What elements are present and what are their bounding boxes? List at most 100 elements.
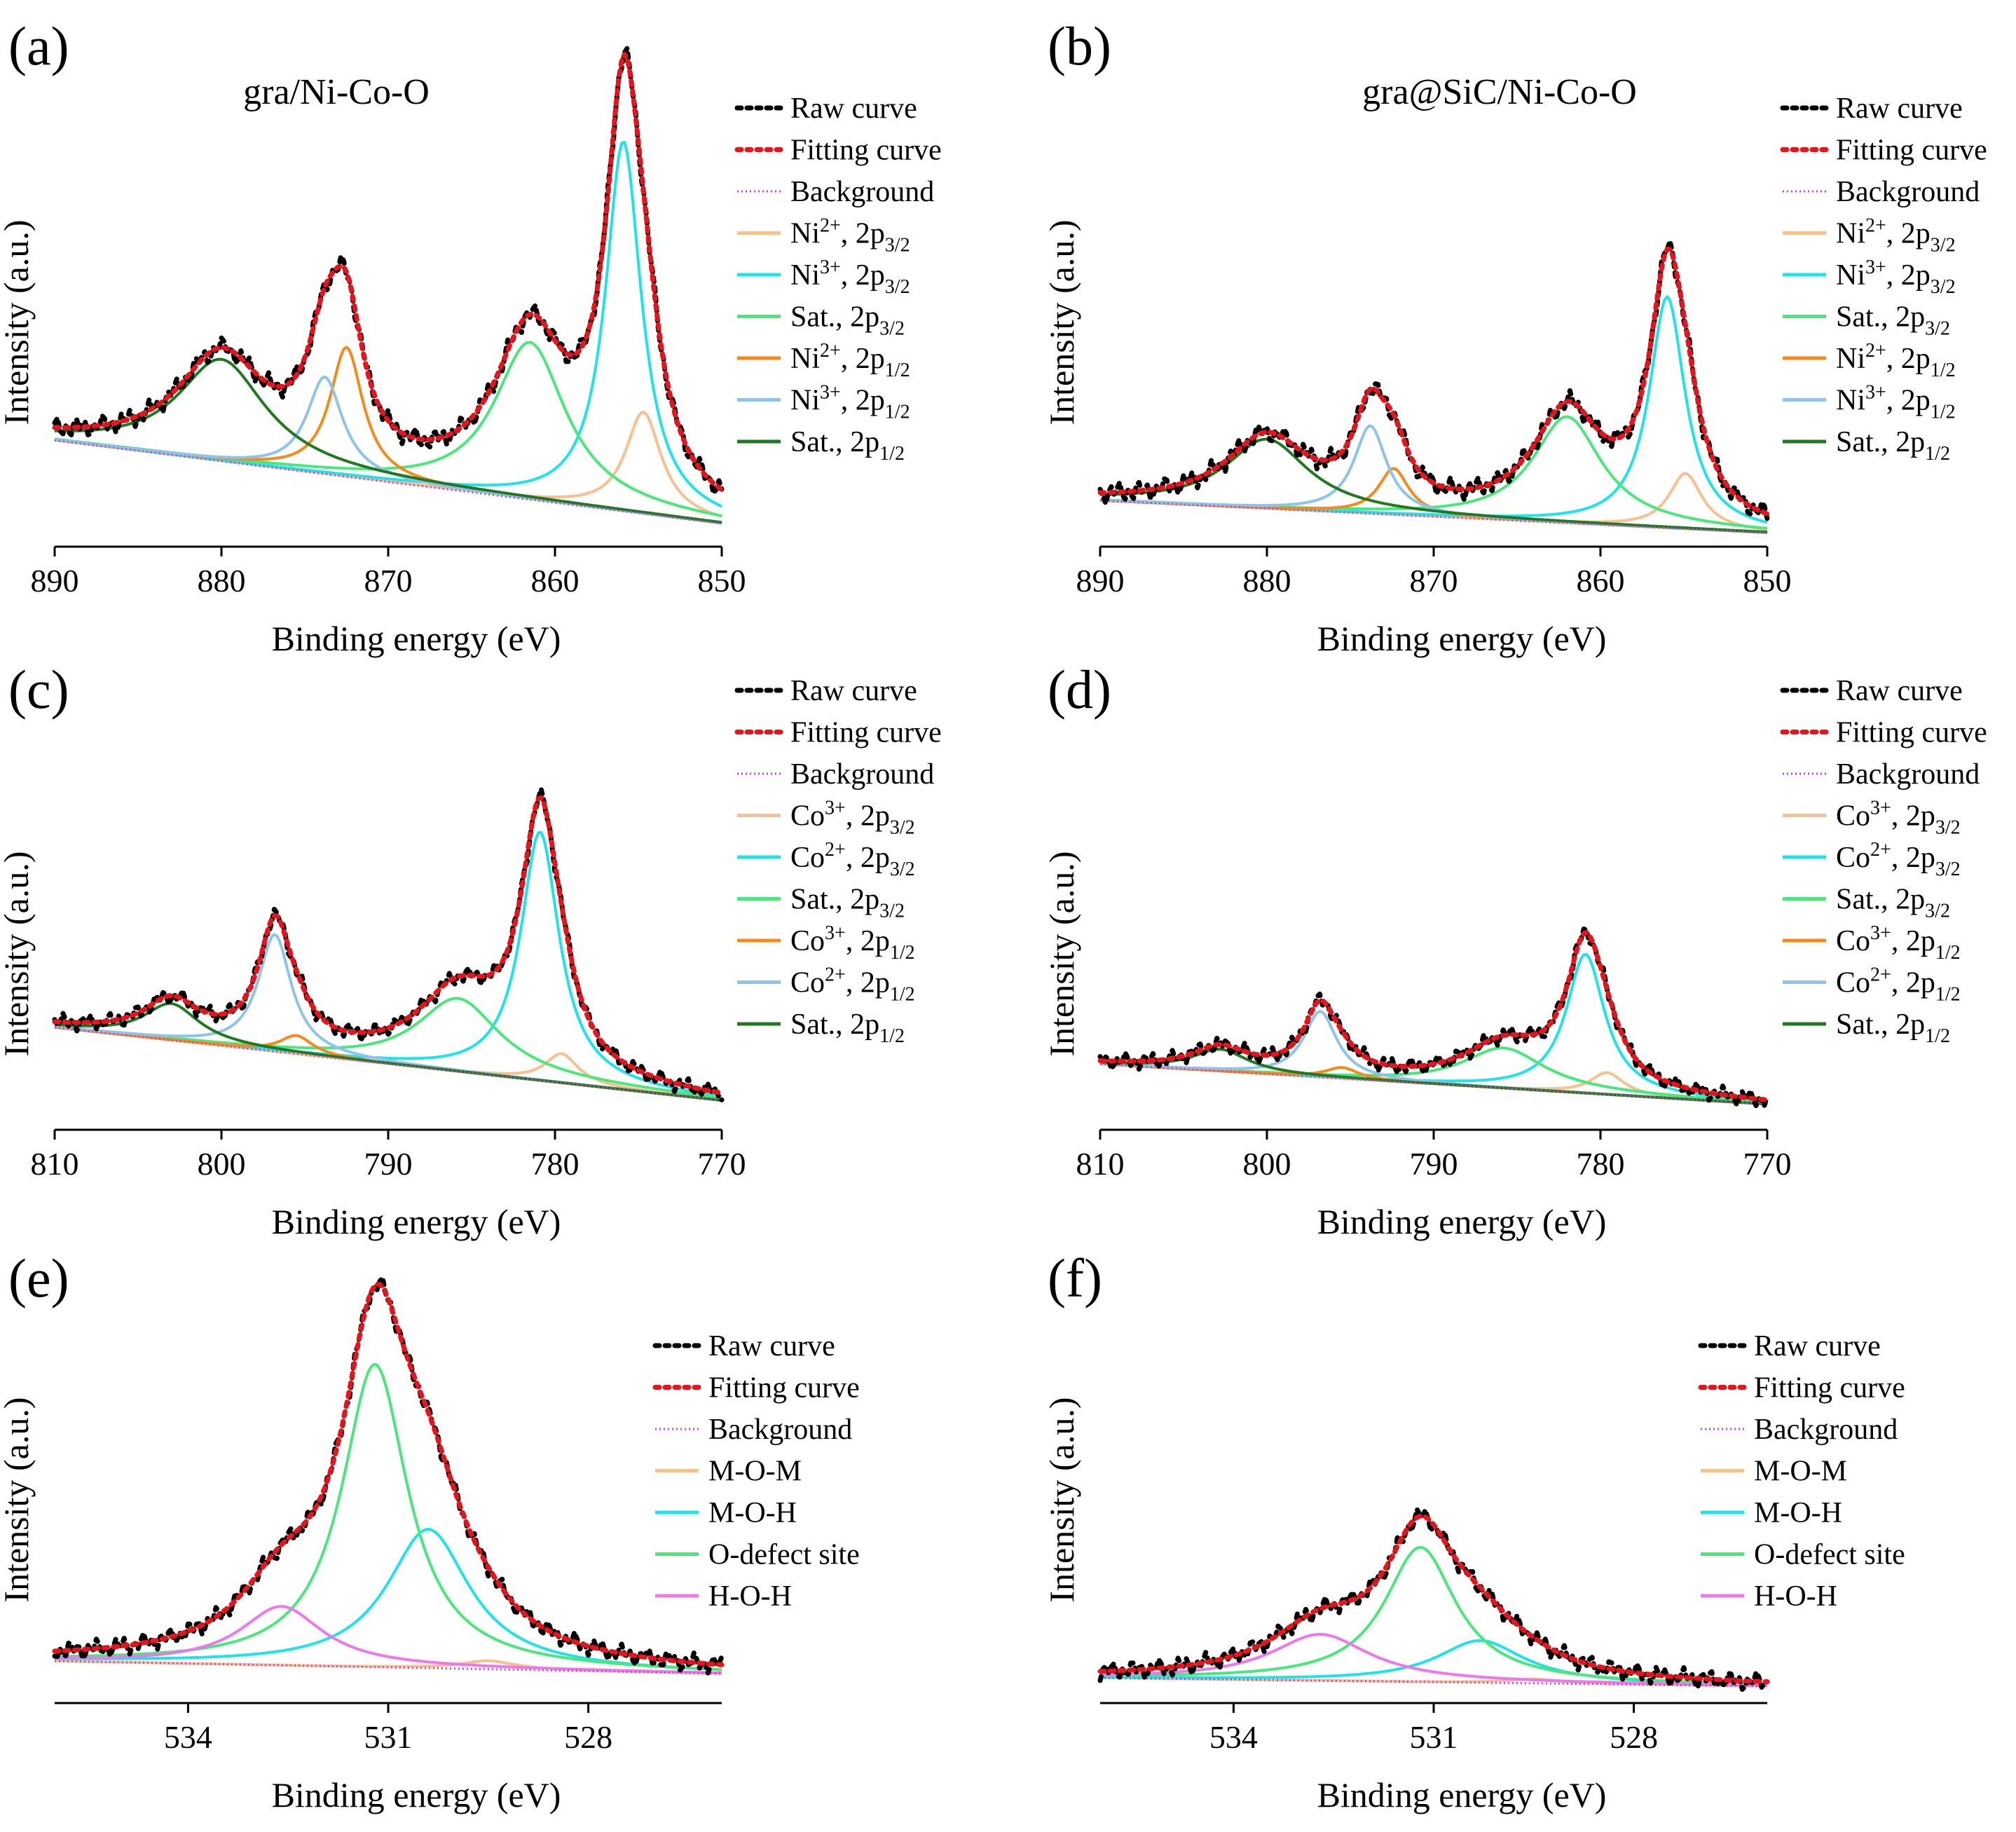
legend-label-d-6: Co3+, 2p1/2 (1836, 922, 1961, 964)
x-tick-label-a-1: 880 (198, 563, 246, 599)
legend-label-f-4: M-O-H (1754, 1497, 1842, 1529)
series-a-2 (54, 439, 722, 525)
legend-label-e-1: Fitting curve (708, 1372, 860, 1404)
x-tick-label-a-2: 870 (364, 563, 413, 599)
series-a-7 (54, 375, 722, 525)
series-a-0 (52, 46, 725, 496)
series-e-6 (55, 1605, 722, 1674)
x-axis-label-f: Binding energy (eV) (1317, 1775, 1607, 1814)
x-tick-label-d-1: 800 (1243, 1146, 1291, 1182)
legend-label-e-3: M-O-M (708, 1456, 802, 1488)
legend-label-e-6: H-O-H (708, 1580, 792, 1613)
y-axis-label-e: Intensity (a.u.) (0, 1397, 36, 1603)
series-a-5 (54, 341, 722, 518)
legend-label-f-6: H-O-H (1754, 1580, 1837, 1613)
series-e-2 (54, 1660, 722, 1675)
legend-label-b-0: Raw curve (1836, 93, 1963, 125)
legend-label-e-5: O-defect site (708, 1539, 860, 1571)
legend-label-c-0: Raw curve (790, 675, 917, 707)
legend-label-a-6: Ni2+, 2p1/2 (790, 340, 910, 381)
legend-label-a-8: Sat., 2p1/2 (790, 426, 905, 465)
panel-label-e: (e) (8, 1247, 69, 1308)
legend-label-d-4: Co2+, 2p3/2 (1836, 839, 1961, 880)
legend-label-f-0: Raw curve (1754, 1330, 1881, 1362)
x-tick-label-e-1: 531 (364, 1719, 413, 1755)
legend-label-b-1: Fitting curve (1836, 135, 1987, 167)
x-tick-label-d-4: 770 (1743, 1146, 1792, 1182)
legend-label-d-8: Sat., 2p1/2 (1836, 1009, 1950, 1047)
series-c-0 (52, 786, 725, 1102)
legend-label-e-2: Background (708, 1414, 852, 1446)
chart-panel-d: 810 800 790 780 770 Binding energy (eV) Intens… (1042, 659, 1987, 1241)
x-tick-label-d-0: 810 (1076, 1146, 1125, 1182)
y-axis-label-f: Intensity (a.u.) (1042, 1397, 1081, 1603)
series-a-1 (52, 51, 725, 493)
legend-c: Raw curve Fitting curve Background Co3+, 2p… (734, 675, 942, 1047)
legend-label-b-8: Sat., 2p1/2 (1836, 426, 1950, 465)
x-tick-label-c-1: 800 (198, 1146, 246, 1182)
legend-label-f-2: Background (1754, 1414, 1898, 1446)
chart-title-b: gra@SiC/Ni-Co-O (1362, 72, 1637, 112)
x-tick-label-c-0: 810 (31, 1146, 79, 1182)
x-tick-label-a-4: 850 (698, 563, 746, 599)
legend-label-d-5: Sat., 2p3/2 (1836, 884, 1950, 922)
legend-label-c-7: Co2+, 2p1/2 (790, 964, 915, 1006)
series-c-2 (54, 1026, 722, 1102)
y-axis-label-c: Intensity (a.u.) (0, 852, 36, 1057)
chart-panel-c: 810 800 790 780 770 Binding energy (eV) Intens… (0, 659, 942, 1241)
x-tick-label-b-4: 850 (1743, 563, 1792, 599)
y-axis-label-b: Intensity (a.u.) (1042, 220, 1081, 425)
legend-label-d-0: Raw curve (1836, 675, 1963, 707)
x-tick-label-f-2: 528 (1610, 1719, 1658, 1755)
series-c-1 (52, 795, 725, 1096)
legend-label-b-4: Ni3+, 2p3/2 (1836, 257, 1956, 298)
series-d-1 (1097, 930, 1770, 1102)
legend-label-f-1: Fitting curve (1754, 1372, 1905, 1404)
x-tick-label-b-1: 880 (1243, 563, 1291, 599)
legend-label-a-3: Ni2+, 2p3/2 (790, 215, 910, 257)
legend-f: Raw curve Fitting curve Background M-O-M M-O… (1698, 1330, 1905, 1613)
legend-label-f-5: O-defect site (1754, 1539, 1905, 1571)
series-c-4 (54, 830, 722, 1098)
chart-panel-b: 890 880 870 860 850 Binding energy (eV) Intens… (1042, 15, 1987, 658)
panel-label-c: (c) (8, 659, 69, 720)
series-a-8 (54, 357, 722, 524)
chart-panel-a: 890 880 870 860 850 Binding energy (eV) Intens… (0, 15, 942, 658)
x-axis-label-e: Binding energy (eV) (272, 1775, 561, 1814)
x-axis-label-a: Binding energy (eV) (272, 619, 561, 658)
legend-label-c-4: Co2+, 2p3/2 (790, 839, 915, 880)
chart-title-a: gra/Ni-Co-O (243, 72, 430, 112)
panel-label-f: (f) (1048, 1247, 1102, 1308)
legend-label-b-5: Sat., 2p3/2 (1836, 301, 1950, 340)
panel-label-b: (b) (1048, 15, 1111, 76)
legend-label-a-4: Ni3+, 2p3/2 (790, 257, 910, 298)
series-e-1 (52, 1281, 725, 1667)
series-b-8 (1100, 437, 1768, 534)
x-axis-label-c: Binding energy (eV) (272, 1202, 561, 1241)
legend-label-c-2: Background (790, 758, 934, 791)
x-tick-label-f-0: 534 (1209, 1719, 1258, 1755)
series-a-6 (54, 346, 722, 525)
legend-label-d-3: Co3+, 2p3/2 (1836, 798, 1961, 839)
legend-e: Raw curve Fitting curve Background M-O-M M-O… (652, 1330, 860, 1613)
legend-label-d-7: Co2+, 2p1/2 (1836, 964, 1961, 1006)
legend-label-f-3: M-O-M (1754, 1456, 1847, 1488)
legend-a: Raw curve Fitting curve Background Ni2+, 2p… (734, 93, 942, 465)
legend-label-e-4: M-O-H (708, 1497, 797, 1529)
legend-d: Raw curve Fitting curve Background Co3+, 2p… (1780, 675, 1987, 1047)
panel-label-d: (d) (1048, 659, 1111, 720)
legend-label-d-1: Fitting curve (1836, 717, 1987, 749)
x-tick-label-c-4: 770 (698, 1146, 746, 1182)
legend-label-a-7: Ni3+, 2p1/2 (790, 382, 910, 423)
legend-label-a-1: Fitting curve (790, 135, 942, 167)
y-axis-label-d: Intensity (a.u.) (1042, 852, 1081, 1057)
series-b-1 (1097, 246, 1770, 517)
series-e-0 (52, 1275, 725, 1676)
legend-label-d-2: Background (1836, 758, 1980, 791)
legend-label-a-2: Background (790, 176, 934, 208)
x-tick-label-e-2: 528 (564, 1719, 612, 1755)
x-tick-label-e-0: 534 (164, 1719, 212, 1755)
